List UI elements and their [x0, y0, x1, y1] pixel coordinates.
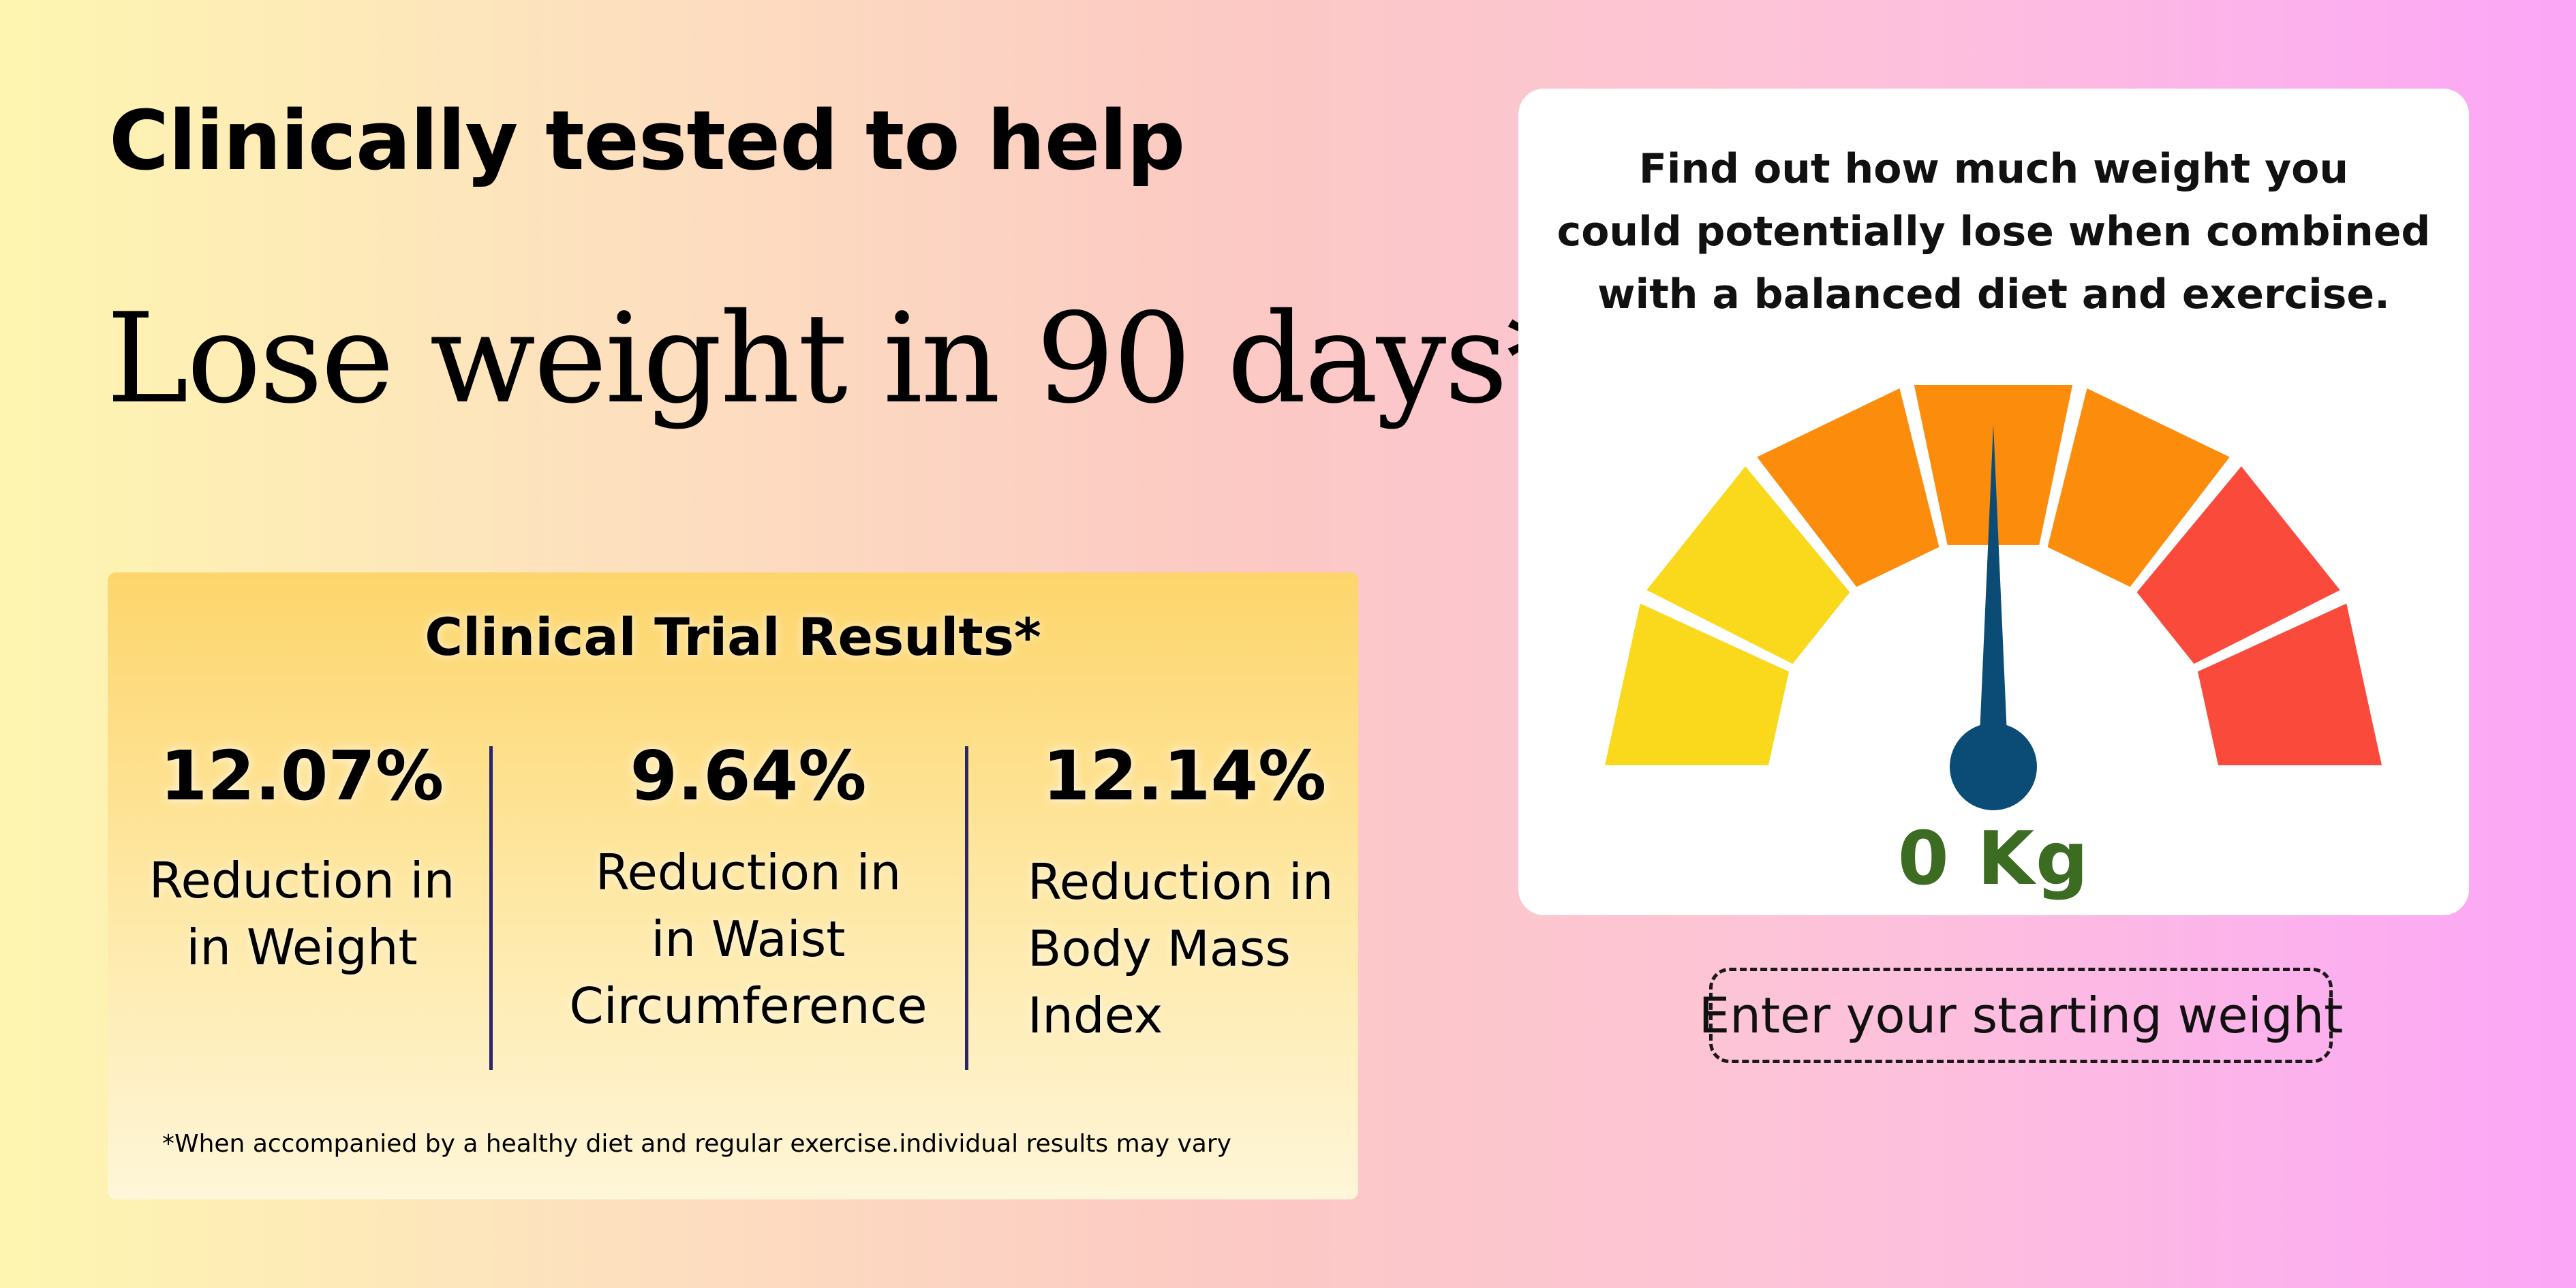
gauge-needle	[1978, 425, 2008, 765]
gauge-needle-hub	[1950, 723, 2037, 810]
weight-gauge	[1605, 384, 2382, 810]
stat-label: Reduction in in Waist Circumference	[557, 839, 939, 1039]
gauge-segment	[1757, 388, 1939, 587]
gauge-segment	[2136, 466, 2340, 664]
stat-label: Reduction in Body Mass Index	[1021, 848, 1348, 1049]
disclaimer-footnote: *When accompanied by a healthy diet and …	[162, 1130, 1231, 1158]
gauge-segment	[2047, 388, 2230, 587]
gauge-reading: 0 Kg	[1897, 816, 2090, 902]
stat-label-line: Reduction in	[595, 844, 902, 901]
gauge-segment	[2198, 603, 2382, 765]
clinical-results-card: Clinical Trial Results* 12.07% Reduction…	[108, 572, 1358, 1199]
stat-value: 12.07%	[159, 736, 444, 816]
stat-label-line: Reduction in	[149, 852, 455, 909]
stat-divider	[965, 746, 968, 1070]
gauge-description-line: Find out how much weight you	[1638, 145, 2349, 193]
stat-label-line: in Weight	[186, 919, 418, 976]
headline: Clinically tested to help	[109, 94, 1185, 189]
gauge-description-line: could potentially lose when combined	[1557, 208, 2431, 256]
stat-label-line: Body Mass	[1028, 920, 1291, 977]
gauge-segment	[1605, 603, 1789, 765]
stat-label-line: Circumference	[569, 977, 927, 1034]
stat-label-line: Reduction in	[1028, 853, 1334, 910]
stat-waist: 9.64% Reduction in in Waist Circumferenc…	[557, 736, 939, 1039]
page-title: Lose weight in 90 days*	[106, 286, 1568, 431]
starting-weight-input[interactable]: Enter your starting weight	[1699, 968, 2343, 1063]
stat-bmi: 12.14% Reduction in Body Mass Index	[1021, 736, 1348, 1049]
card-title: Clinical Trial Results*	[425, 607, 1041, 667]
stat-divider	[489, 746, 493, 1070]
stat-label: Reduction in in Weight	[118, 847, 486, 981]
stat-weight: 12.07% Reduction in in Weight	[118, 736, 486, 981]
stat-label-line: Index	[1028, 987, 1163, 1044]
gauge-description-line: with a balanced diet and exercise.	[1597, 271, 2390, 318]
gauge-description: Find out how much weight you could poten…	[1518, 138, 2469, 326]
stat-label-line: in Waist	[651, 910, 846, 968]
gauge-segment	[1646, 466, 1850, 664]
stat-value: 12.14%	[1042, 736, 1327, 816]
stat-value: 9.64%	[630, 736, 867, 816]
weight-gauge-card: Find out how much weight you could poten…	[1518, 89, 2469, 915]
